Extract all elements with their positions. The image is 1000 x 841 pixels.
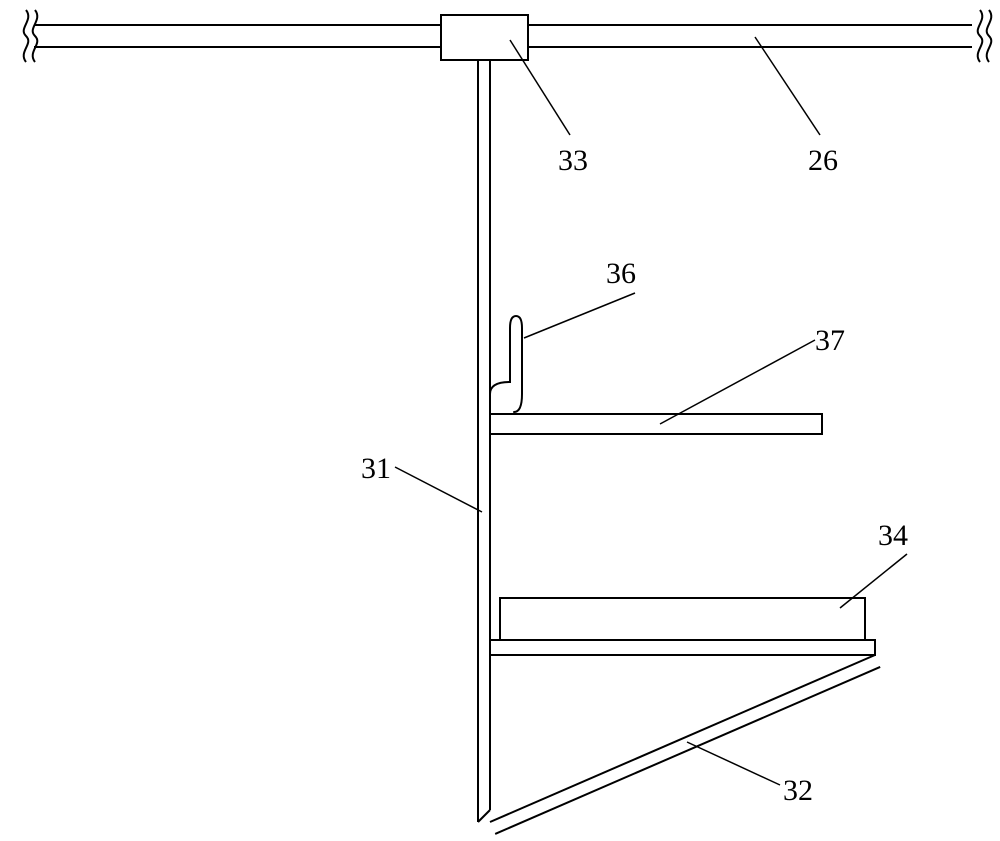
label-l34: 34 (878, 519, 908, 552)
label-l26: 26 (808, 144, 838, 177)
label-l31: 31 (361, 452, 391, 485)
label-l37: 37 (815, 324, 845, 357)
mechanical-diagram: 33 26 36 37 31 34 32 (0, 0, 1000, 841)
label-l33: 33 (558, 144, 588, 177)
label-l32: 32 (783, 774, 813, 807)
label-l36: 36 (606, 257, 636, 290)
